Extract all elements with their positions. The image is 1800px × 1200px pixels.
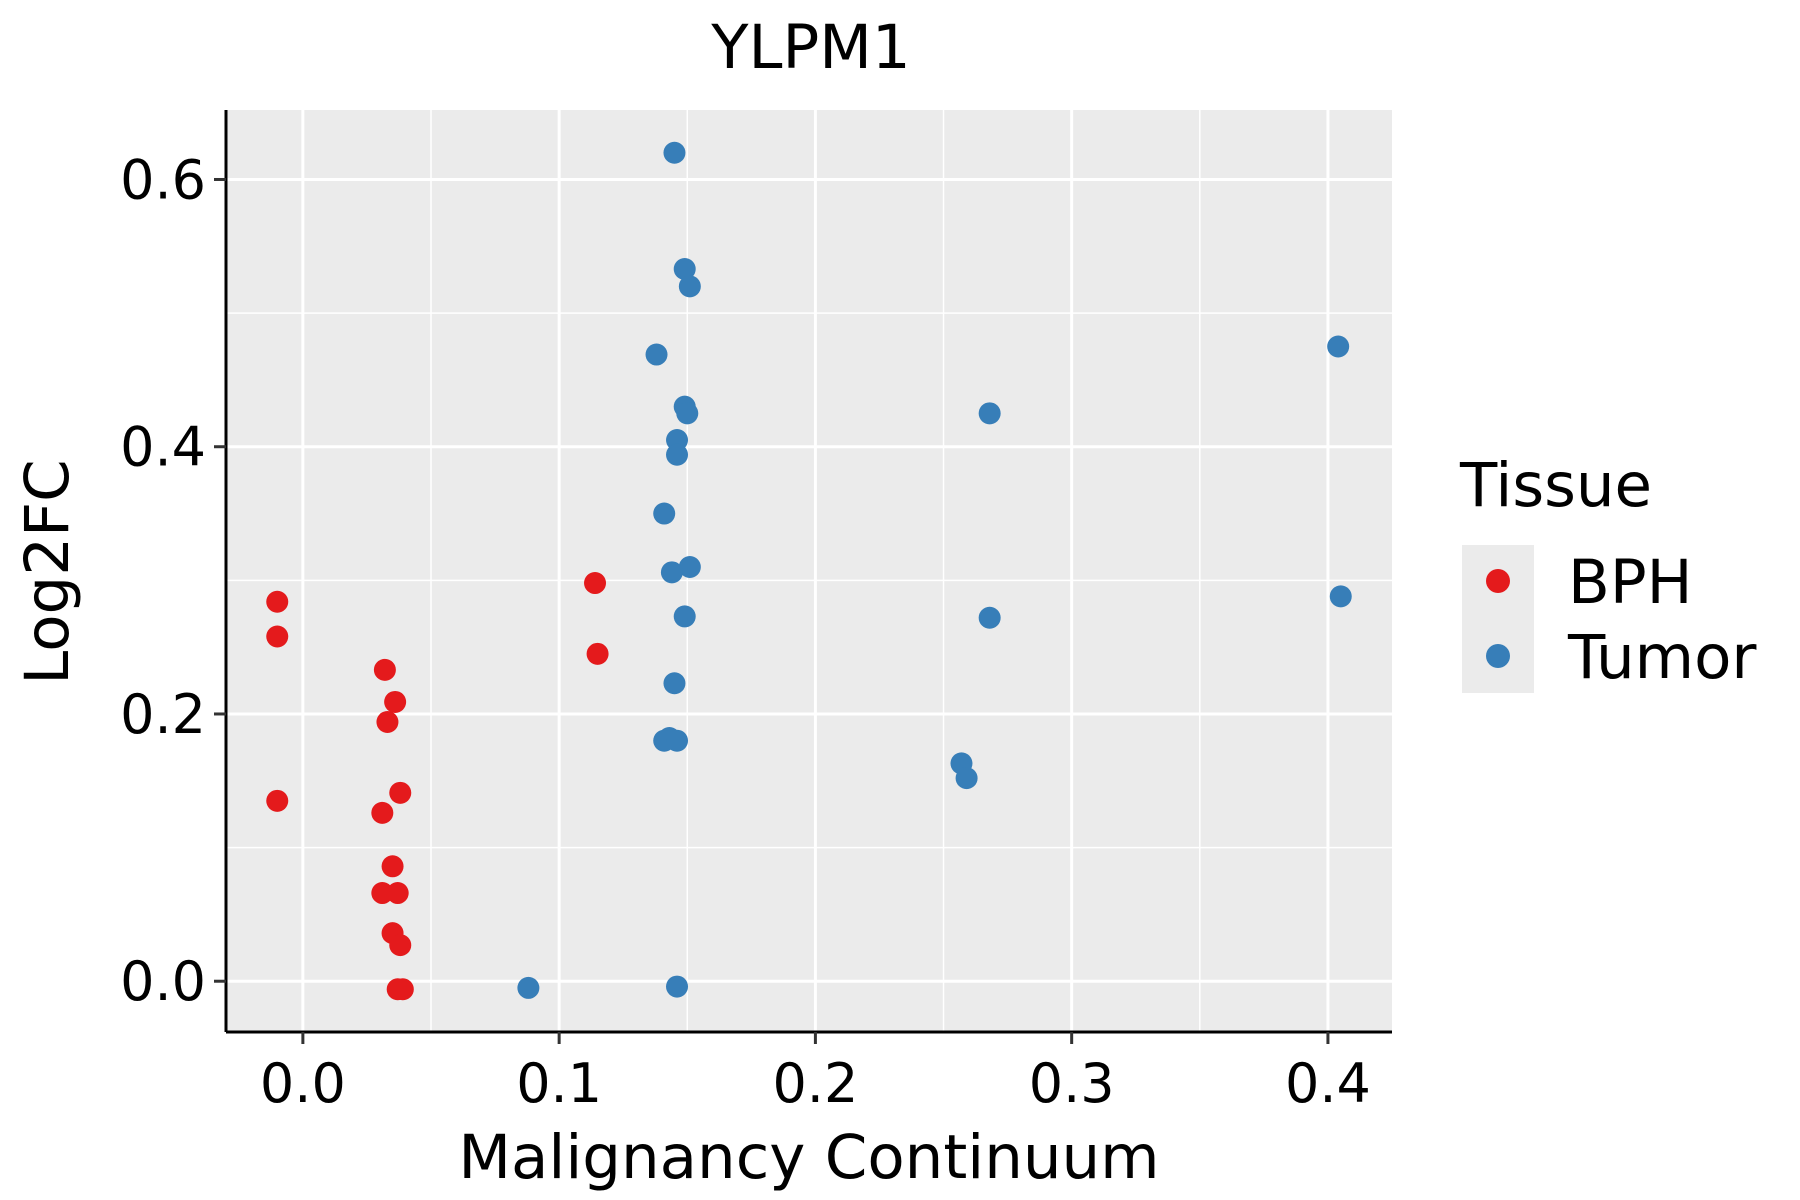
y-axis-title: Log2FC — [12, 459, 83, 684]
point-bph — [266, 625, 289, 648]
point-bph — [266, 789, 289, 812]
x-axis-ticks: 0.0 0.1 0.2 0.3 0.4 — [260, 1032, 1371, 1115]
x-axis-title: Malignancy Continuum — [458, 1122, 1159, 1193]
point-bph — [584, 572, 607, 595]
legend-key-tumor — [1486, 644, 1510, 668]
legend-label-tumor: Tumor — [1567, 622, 1757, 693]
point-tumor — [678, 555, 701, 578]
x-tick-label: 0.2 — [772, 1052, 858, 1115]
point-bph — [371, 801, 394, 824]
point-tumor — [663, 672, 686, 695]
chart-title: YLPM1 — [710, 12, 910, 83]
point-tumor — [517, 976, 540, 999]
point-tumor — [1327, 335, 1350, 358]
legend-key-background — [1462, 545, 1534, 693]
point-tumor — [978, 402, 1001, 425]
point-tumor — [666, 443, 689, 466]
point-bph — [384, 690, 407, 713]
point-tumor — [666, 975, 689, 998]
legend-title: Tissue — [1459, 450, 1652, 521]
point-bph — [373, 658, 396, 681]
point-bph — [586, 642, 609, 665]
point-bph — [381, 855, 404, 878]
point-bph — [371, 882, 394, 905]
major-gridlines — [226, 110, 1392, 1032]
y-tick-label: 0.4 — [120, 416, 206, 479]
point-tumor — [673, 258, 696, 281]
data-points — [266, 141, 1352, 1001]
y-tick-label: 0.6 — [120, 148, 206, 211]
point-tumor — [978, 606, 1001, 629]
x-tick-label: 0.4 — [1285, 1052, 1371, 1115]
point-tumor — [673, 605, 696, 628]
point-tumor — [663, 141, 686, 164]
y-tick-label: 0.0 — [120, 950, 206, 1013]
y-axis-ticks: 0.0 0.2 0.4 0.6 — [120, 148, 226, 1013]
point-tumor — [1329, 585, 1352, 608]
point-tumor — [645, 343, 668, 366]
x-tick-label: 0.3 — [1029, 1052, 1115, 1115]
point-tumor — [666, 729, 689, 752]
legend-label-bph: BPH — [1568, 547, 1693, 618]
point-tumor — [678, 275, 701, 298]
point-bph — [376, 710, 399, 733]
point-bph — [386, 882, 409, 905]
plot-panel — [226, 110, 1392, 1032]
point-tumor — [676, 402, 699, 425]
legend-key-bph — [1486, 569, 1510, 593]
y-tick-label: 0.2 — [120, 683, 206, 746]
x-tick-label: 0.1 — [516, 1052, 602, 1115]
point-bph — [389, 934, 412, 957]
point-bph — [389, 781, 412, 804]
point-bph — [391, 978, 414, 1001]
x-tick-label: 0.0 — [260, 1052, 346, 1115]
point-tumor — [955, 767, 978, 790]
point-bph — [266, 590, 289, 613]
legend: Tissue BPH Tumor — [1459, 450, 1757, 693]
point-tumor — [653, 502, 676, 525]
point-tumor — [660, 561, 683, 584]
